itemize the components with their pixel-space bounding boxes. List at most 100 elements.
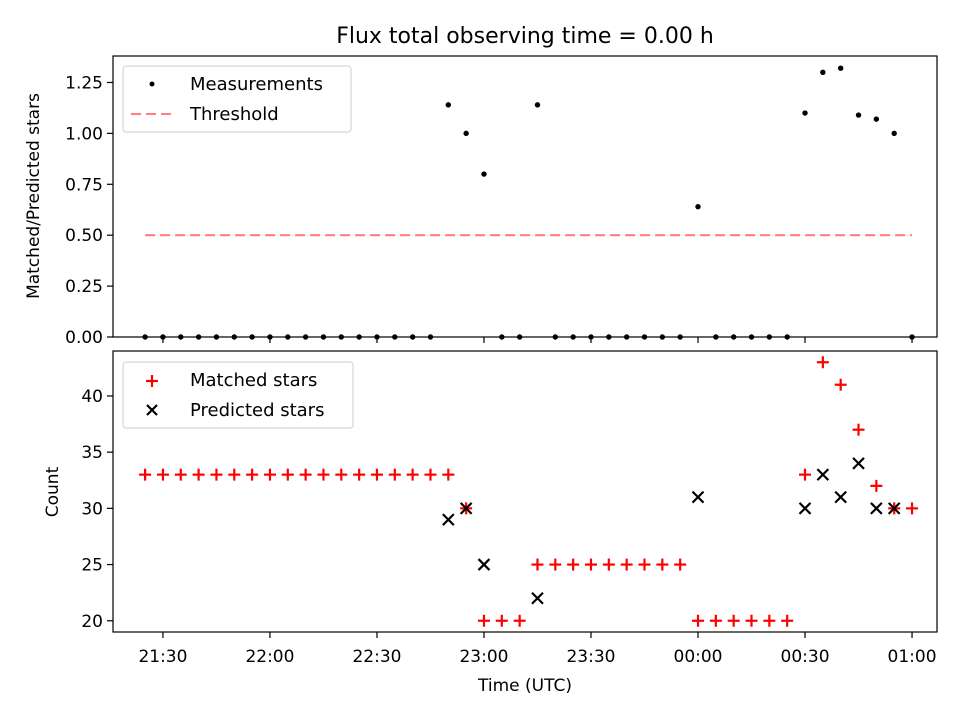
matched-stars-point (727, 614, 740, 627)
matched-stars-point (906, 502, 919, 515)
measurement-point (445, 102, 452, 108)
measurement-point (802, 110, 808, 116)
matched-stars-point (424, 468, 437, 481)
plot-area (139, 356, 919, 627)
y-axis-ticks: 0.00 0.25 0.50 0.75 1.00 1.25 (65, 73, 113, 348)
matched-stars-point (674, 558, 687, 571)
matched-stars-point (495, 614, 508, 627)
matched-stars-point (745, 614, 758, 627)
predicted-stars-point (691, 490, 705, 504)
measurement-point (481, 171, 487, 177)
measurement-point (463, 130, 469, 137)
matched-stars-point (335, 468, 348, 481)
predicted-stars-point (834, 490, 847, 504)
x-tick-label: 22:00 (245, 647, 294, 667)
legend-label-matched: Matched stars (190, 370, 317, 391)
axes-frame (112, 350, 938, 633)
matched-stars-point (816, 356, 829, 369)
predicted-stars-point (477, 558, 491, 571)
matched-stars-point (549, 558, 562, 571)
y-tick-label: 35 (81, 443, 103, 463)
predicted-stars-point (442, 513, 455, 526)
legend-x-marker (146, 404, 158, 416)
matched-stars-point (388, 468, 401, 481)
measurement-point (534, 102, 541, 108)
matched-stars-point (299, 468, 312, 481)
legend-plus-marker (146, 375, 158, 387)
plot-area (142, 65, 915, 340)
x-tick-label: 00:30 (781, 647, 830, 667)
y-tick-label: 0.00 (65, 328, 103, 348)
matched-stars-point (317, 468, 330, 481)
measurement-point (837, 65, 844, 71)
measurement-point (820, 69, 826, 75)
matched-stars-point (834, 378, 847, 391)
predicted-stars-point (459, 502, 473, 515)
matched-stars-point (531, 558, 544, 571)
predicted-stars-point (531, 592, 544, 605)
matched-stars-point (210, 468, 223, 481)
y-tick-label: 0.50 (65, 226, 103, 246)
legend: Measurements Threshold (122, 65, 352, 133)
matched-stars-point (602, 558, 615, 571)
x-axis-ticks: 21:30 22:00 22:30 23:00 23:30 00:00 00:30 01:00 (138, 632, 937, 667)
matched-stars-point (246, 468, 259, 481)
predicted-stars-point (870, 502, 883, 515)
x-tick-label: 23:30 (566, 647, 615, 667)
matched-stars-point (763, 614, 776, 627)
predicted-stars-point (852, 457, 865, 470)
legend-label-predicted: Predicted stars (190, 400, 324, 421)
matched-stars-point (477, 614, 490, 627)
legend-box (122, 361, 354, 429)
legend-label-threshold: Threshold (189, 104, 279, 125)
x-tick-label: 00:00 (674, 647, 723, 667)
matched-stars-point (281, 468, 294, 481)
x-axis-label: Time (UTC) (477, 676, 572, 696)
matched-stars-point (781, 614, 794, 627)
matched-stars-point (584, 558, 597, 571)
legend: Matched stars Predicted stars (122, 361, 354, 429)
axes-frame (112, 55, 938, 338)
matched-stars-point (263, 468, 276, 481)
flux-ratio-panel: Flux total observing time = 0.00 h Match… (24, 24, 938, 348)
matched-stars-point (353, 468, 366, 481)
matched-stars-point (620, 558, 633, 571)
x-tick-label: 21:30 (138, 647, 187, 667)
legend-label-measurements: Measurements (190, 74, 323, 95)
matched-stars-point (370, 468, 383, 481)
matched-stars-point (156, 468, 169, 481)
y-tick-label: 1.25 (65, 73, 103, 93)
y-tick-label: 0.25 (65, 277, 103, 297)
matched-stars-point (567, 558, 580, 571)
x-tick-label: 01:00 (888, 647, 937, 667)
star-count-panel: Count Time (UTC) 20 25 30 35 40 21:30 22:00 22… (43, 350, 938, 696)
y-axis-label: Count (43, 466, 63, 517)
matched-stars-point (406, 468, 419, 481)
matched-stars-point (870, 479, 883, 492)
measurement-point (873, 116, 880, 122)
legend-box (122, 65, 352, 133)
matched-stars-point (513, 614, 526, 627)
legend-dot-marker (149, 81, 155, 87)
y-axis-ticks: 20 25 30 35 40 (81, 387, 113, 632)
predicted-stars-point (798, 502, 812, 515)
matched-stars-point (709, 614, 722, 627)
matched-stars-point (174, 468, 187, 481)
predicted-stars-point (887, 502, 901, 515)
y-axis-label: Matched/Predicted stars (24, 93, 44, 299)
matched-stars-point (638, 558, 651, 571)
y-tick-label: 20 (81, 612, 103, 632)
y-tick-label: 1.00 (65, 124, 103, 144)
predicted-stars-point (816, 468, 830, 481)
y-tick-label: 40 (81, 387, 103, 407)
matched-stars-point (692, 614, 705, 627)
matched-stars-point (656, 558, 669, 571)
measurement-point (891, 130, 897, 137)
x-tick-label: 23:00 (459, 647, 508, 667)
matched-stars-point (192, 468, 205, 481)
matched-stars-point (442, 468, 455, 481)
matched-stars-point (139, 468, 152, 481)
y-tick-label: 30 (81, 499, 103, 519)
chart-title: Flux total observing time = 0.00 h (336, 24, 714, 49)
y-tick-label: 25 (81, 556, 103, 576)
